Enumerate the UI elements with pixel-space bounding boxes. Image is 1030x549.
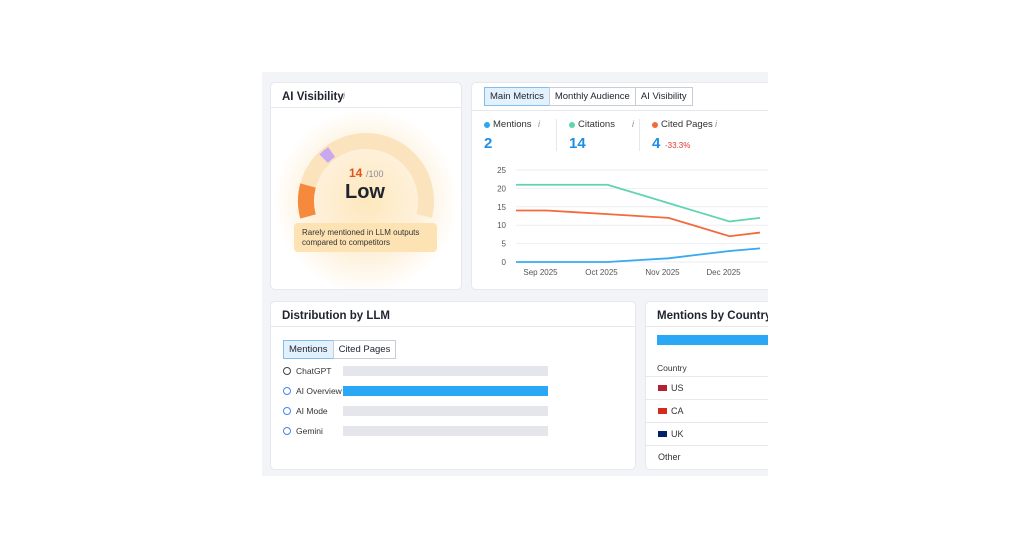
flag xyxy=(658,431,667,437)
tab[interactable]: Main Metrics xyxy=(484,87,550,106)
tab[interactable]: AI Visibility xyxy=(634,87,693,106)
country-name: US xyxy=(671,383,684,393)
country-name: Other xyxy=(658,452,681,462)
tab-bar: Main Metrics Monthly Audience AI Visibilit… xyxy=(484,87,693,106)
llm-icon xyxy=(283,407,291,415)
dashboard: AI Visibility i 14 /100 Low Rarely menti… xyxy=(262,72,768,476)
card-title: AI Visibility xyxy=(282,91,344,103)
bar-track xyxy=(343,366,548,376)
llm-icon xyxy=(283,367,291,375)
y-tick-label: 10 xyxy=(497,221,506,230)
flag xyxy=(658,408,667,414)
score-max: /100 xyxy=(366,169,384,179)
metric-divider xyxy=(556,119,557,151)
row-divider xyxy=(646,399,768,400)
tab[interactable]: Cited Pages xyxy=(332,340,397,359)
metric-value: 4 xyxy=(652,135,661,152)
metric-divider xyxy=(639,119,640,151)
column-header: Country xyxy=(657,363,687,373)
row-divider xyxy=(646,376,768,377)
bar-track xyxy=(343,406,548,416)
divider xyxy=(646,326,768,327)
flag xyxy=(658,385,667,391)
gauge-track xyxy=(298,133,434,218)
y-tick-label: 25 xyxy=(497,166,506,175)
card-title: Distribution by LLM xyxy=(282,310,390,322)
y-tick-label: 15 xyxy=(497,203,506,212)
divider xyxy=(271,107,461,108)
divider xyxy=(472,110,768,111)
tab[interactable]: Mentions xyxy=(283,340,334,359)
note: Rarely mentioned in LLM outputs xyxy=(302,228,420,237)
country-name: UK xyxy=(671,429,684,439)
info-icon: i xyxy=(343,91,345,101)
card-title: Mentions by Country xyxy=(657,310,768,322)
country-card: Mentions by Country Country US CA UK Other xyxy=(645,301,768,470)
bar xyxy=(343,386,548,396)
metric-value: 2 xyxy=(484,135,493,152)
metric-name: Citations xyxy=(578,119,615,130)
country-bar xyxy=(657,335,768,345)
llm-name: Gemini xyxy=(296,426,323,436)
gauge-segment xyxy=(319,146,336,163)
distribution-card: Distribution by LLM Mentions Cited Pages … xyxy=(270,301,636,470)
ai-visibility-card: AI Visibility i 14 /100 Low Rarely menti… xyxy=(270,82,462,290)
metric-value: 14 xyxy=(569,135,586,152)
info-icon: i xyxy=(632,119,634,129)
info-icon: i xyxy=(538,119,540,129)
metric-change: -33.3% xyxy=(665,141,691,150)
bar-track xyxy=(343,426,548,436)
note: compared to competitors xyxy=(302,238,391,247)
metric-name: Cited Pages xyxy=(661,119,713,130)
gauge-segment xyxy=(298,183,316,219)
series-line xyxy=(516,247,761,263)
llm-name: ChatGPT xyxy=(296,366,332,376)
metrics-card: Main Metrics Monthly Audience AI Visibilit… xyxy=(471,82,768,290)
level: Low xyxy=(345,181,385,203)
series-line xyxy=(516,183,761,223)
llm-icon xyxy=(283,427,291,435)
y-tick-label: 5 xyxy=(502,240,507,249)
metric-dot xyxy=(652,122,658,128)
info-icon: i xyxy=(715,119,717,129)
x-tick-label: Nov 2025 xyxy=(645,268,680,277)
line-chart: 0 5 10 15 20 25 Sep 2025 Oct 2025 Nov 2025 Dec 20… xyxy=(497,166,768,277)
series-line xyxy=(516,209,761,238)
metric-dot xyxy=(484,122,490,128)
y-tick-label: 0 xyxy=(502,258,507,267)
tab-bar: Mentions Cited Pages xyxy=(283,340,397,359)
score: 14 xyxy=(349,166,363,180)
y-tick-label: 20 xyxy=(497,184,506,193)
llm-name: AI Mode xyxy=(296,406,328,416)
metric-name: Mentions xyxy=(493,119,532,130)
divider xyxy=(271,326,635,327)
row-divider xyxy=(646,422,768,423)
country-name: CA xyxy=(671,406,684,416)
llm-name: AI Overview xyxy=(296,386,342,396)
metric-dot xyxy=(569,122,575,128)
note-box: Rarely mentioned in LLM outputs compared… xyxy=(294,223,437,252)
tab[interactable]: Monthly Audience xyxy=(548,87,636,106)
row-divider xyxy=(646,445,768,446)
x-tick-label: Oct 2025 xyxy=(585,268,618,277)
llm-icon xyxy=(283,387,291,395)
x-tick-label: Dec 2025 xyxy=(706,268,741,277)
x-tick-label: Sep 2025 xyxy=(523,268,558,277)
